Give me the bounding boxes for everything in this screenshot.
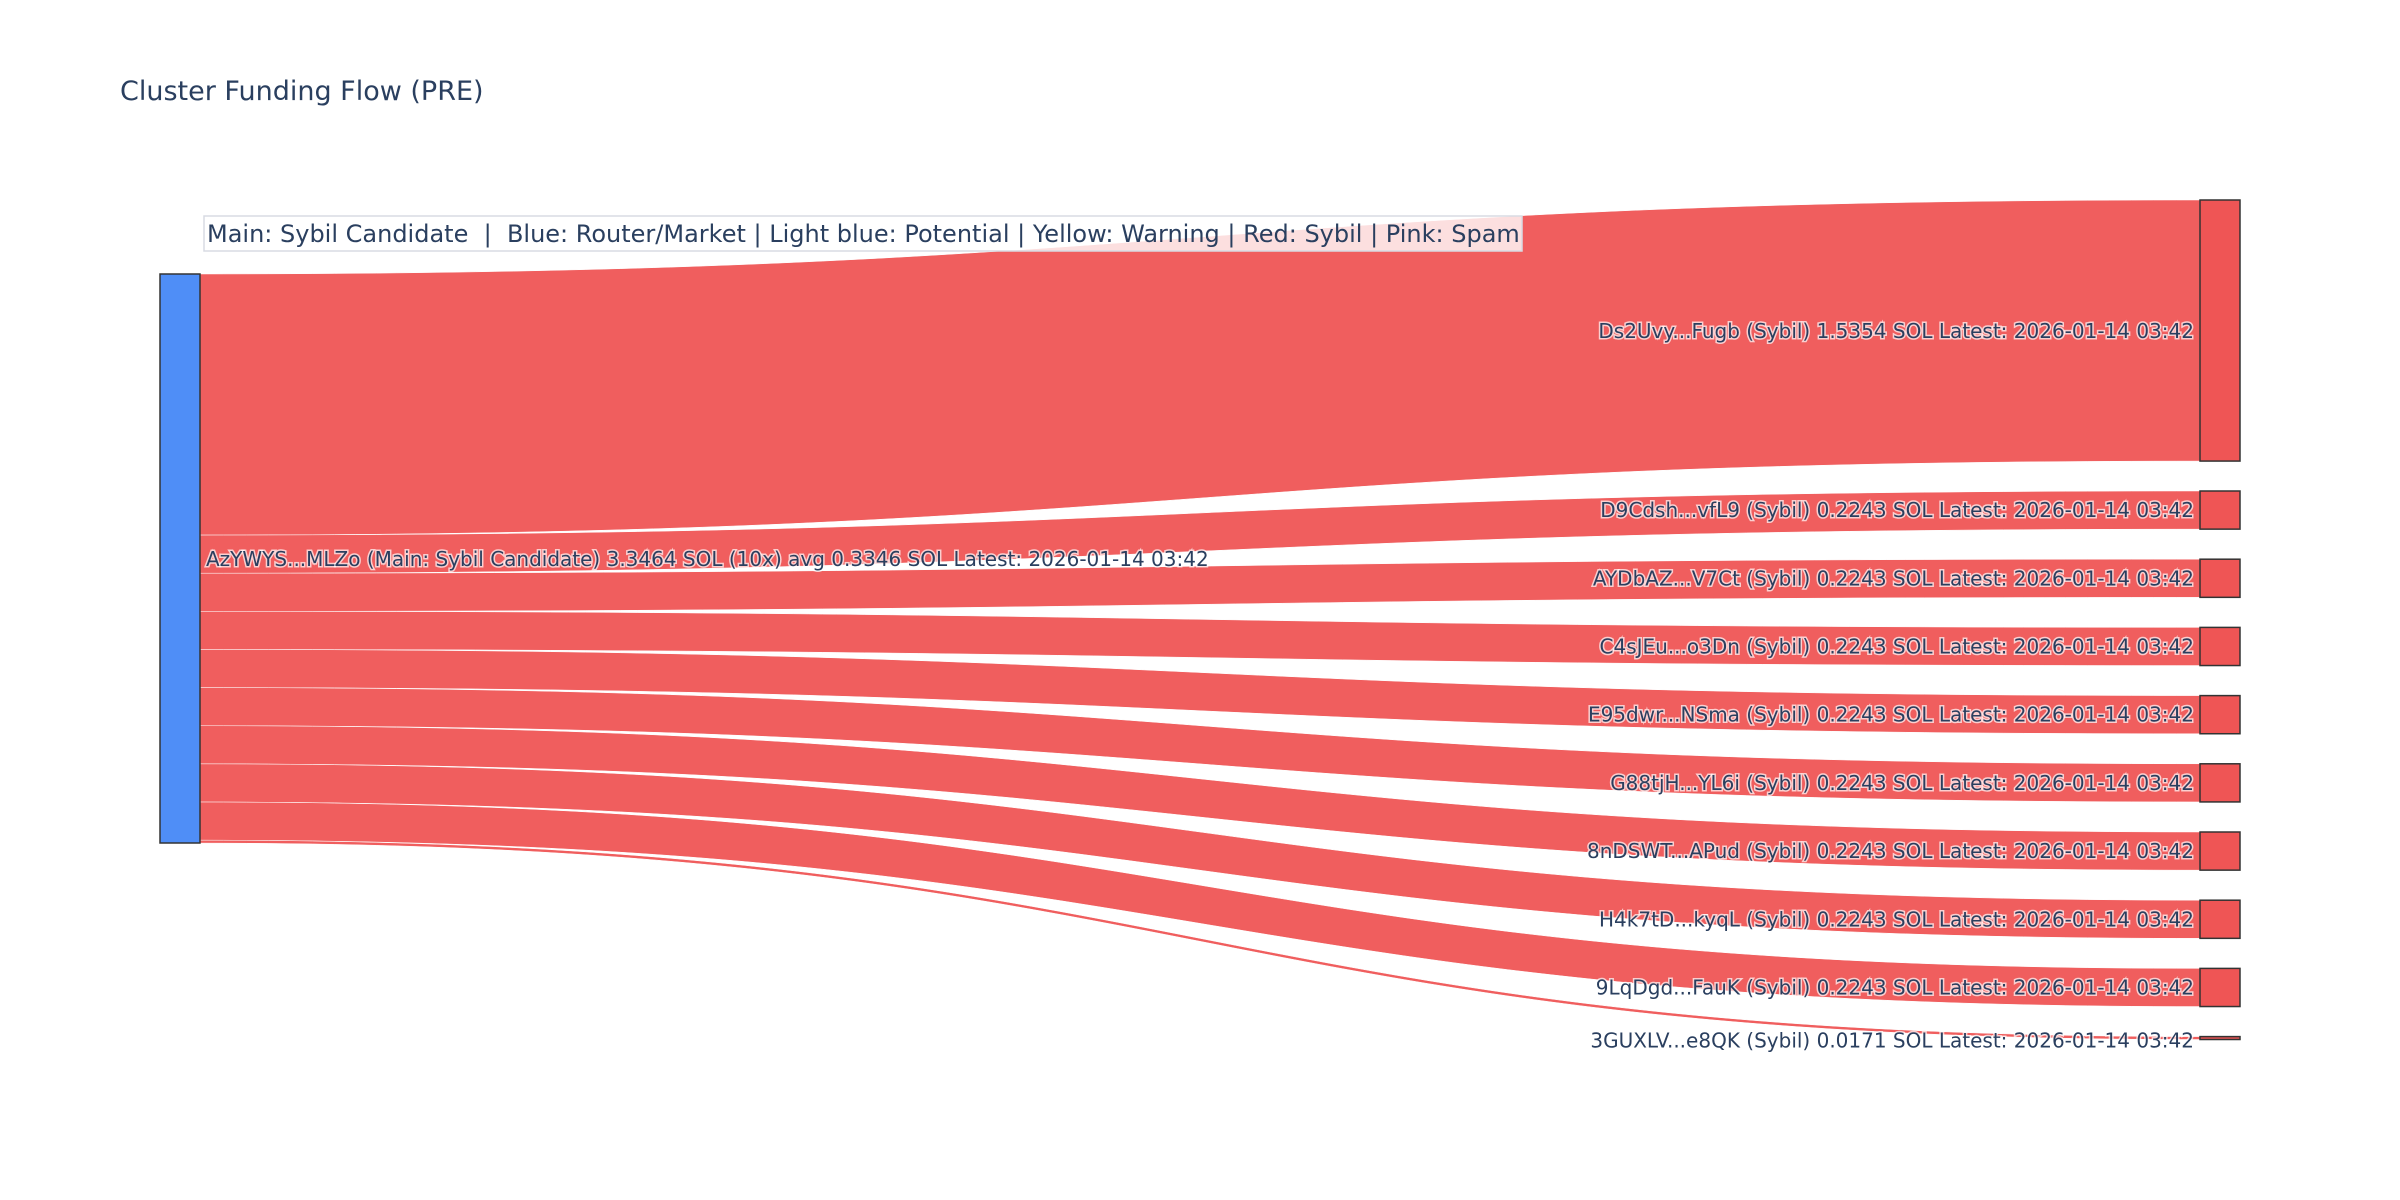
target-node-label: 9LqDgd...FauK (Sybil) 0.2243 SOL Latest:… xyxy=(1596,975,2194,999)
target-node[interactable] xyxy=(2199,626,2241,667)
source-node-label: AzYWYS...MLZo (Main: Sybil Candidate) 3.… xyxy=(206,547,1209,571)
links xyxy=(199,199,2201,1040)
nodes xyxy=(159,199,2241,1041)
target-node[interactable] xyxy=(2199,694,2241,735)
target-node[interactable] xyxy=(2199,831,2241,871)
legend-annotation: Main: Sybil Candidate | Blue: Router/Mar… xyxy=(203,215,1523,252)
labels: Ds2Uvy...Fugb (Sybil) 1.5354 SOL Latest:… xyxy=(205,318,2196,1055)
target-node[interactable] xyxy=(2199,899,2241,940)
target-node[interactable] xyxy=(2199,1035,2241,1041)
target-node-label: 3GUXLV...e8QK (Sybil) 0.0171 SOL Latest:… xyxy=(1590,1029,2194,1053)
target-node[interactable] xyxy=(2199,967,2241,1008)
target-node-label: AYDbAZ...V7Ct (Sybil) 0.2243 SOL Latest:… xyxy=(1593,566,2194,590)
target-node-label: D9Cdsh...vfL9 (Sybil) 0.2243 SOL Latest:… xyxy=(1600,498,2194,522)
target-node-label: 8nDSWT...APud (Sybil) 0.2243 SOL Latest:… xyxy=(1587,839,2194,863)
chart-title: Cluster Funding Flow (PRE) xyxy=(120,76,484,107)
target-node-label: H4k7tD...kyqL (Sybil) 0.2243 SOL Latest:… xyxy=(1599,907,2194,931)
legend-text: Main: Sybil Candidate | Blue: Router/Mar… xyxy=(207,220,1520,248)
target-node[interactable] xyxy=(2199,490,2241,530)
target-node-label: E95dwr...NSma (Sybil) 0.2243 SOL Latest:… xyxy=(1588,703,2194,727)
source-node[interactable] xyxy=(159,273,201,844)
target-node[interactable] xyxy=(2199,558,2241,599)
target-node-label: Ds2Uvy...Fugb (Sybil) 1.5354 SOL Latest:… xyxy=(1598,319,2194,343)
target-node[interactable] xyxy=(2199,199,2241,462)
target-node-label: C4sJEu...o3Dn (Sybil) 0.2243 SOL Latest:… xyxy=(1600,634,2195,658)
target-node-label: G88tjH...YL6i (Sybil) 0.2243 SOL Latest:… xyxy=(1610,771,2194,795)
legend-box xyxy=(203,215,1523,252)
target-node[interactable] xyxy=(2199,763,2241,803)
